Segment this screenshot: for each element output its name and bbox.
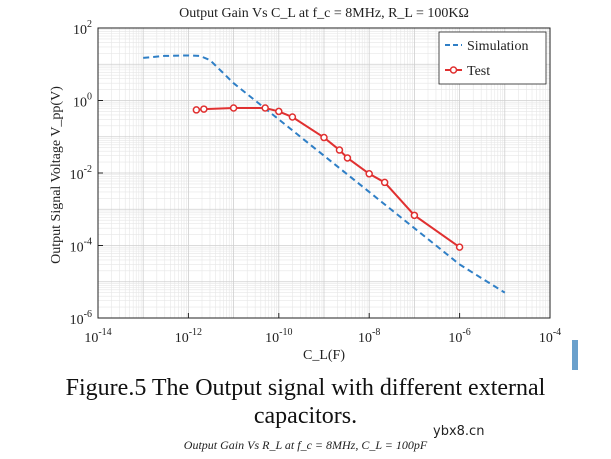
test-data-point (192, 106, 201, 114)
series (143, 54, 506, 294)
x-tick-label: 10-14 (84, 327, 111, 346)
y-tick-label: 10-4 (70, 237, 92, 256)
y-tick-label: 100 (73, 92, 92, 111)
y-tick-label: 102 (73, 19, 92, 38)
x-tick-label: 10-8 (358, 327, 380, 346)
test-data-point (343, 154, 352, 162)
figure-caption-line2: capacitors. (253, 403, 358, 429)
figure-caption-line1: Figure.5 The Output signal with differen… (65, 375, 546, 401)
y-tick-label: 10-6 (70, 309, 92, 328)
axis-ticks: 10-14 10-12 10-10 10-8 10-6 10-4 10-6 10-4 10-2 1… (70, 19, 562, 346)
test-data-point (288, 113, 297, 121)
chart-title: Output Gain Vs C_L at f_c = 8MHz, R_L = … (179, 6, 469, 21)
x-tick-label: 10-10 (265, 327, 292, 346)
test-data-point (229, 104, 238, 112)
test-data-point (365, 170, 373, 178)
y-axis-label: Output Signal Voltage V_pp(V) (49, 86, 64, 264)
scroll-marker (572, 340, 578, 370)
y-tick-label: 10-2 (70, 164, 92, 183)
test-data-point (410, 211, 419, 220)
test-data-point (200, 105, 208, 113)
x-tick-label: 10-6 (448, 327, 470, 346)
next-figure-title: Output Gain Vs R_L at f_c = 8MHz, C_L = … (183, 438, 428, 452)
test-data-point (261, 104, 269, 112)
test-data-point (380, 178, 389, 187)
simulation-series-line (143, 54, 506, 294)
test-data-point (455, 243, 464, 251)
x-tick-label: 10-12 (175, 327, 202, 346)
chart: 10-14 10-12 10-10 10-8 10-6 10-4 10-6 10-4 10-2 1… (49, 6, 562, 363)
test-data-point (335, 146, 344, 154)
legend-simulation-label: Simulation (467, 39, 528, 54)
legend-test-label: Test (467, 64, 490, 79)
legend: Simulation Test (438, 31, 547, 85)
legend-test-marker (449, 66, 458, 74)
test-data-point (275, 107, 283, 116)
test-data-point (320, 133, 328, 142)
x-tick-label: 10-4 (539, 327, 561, 346)
x-axis-label: C_L(F) (303, 348, 345, 363)
legend-box (438, 31, 547, 85)
watermark: ybx8.cn (433, 424, 485, 439)
